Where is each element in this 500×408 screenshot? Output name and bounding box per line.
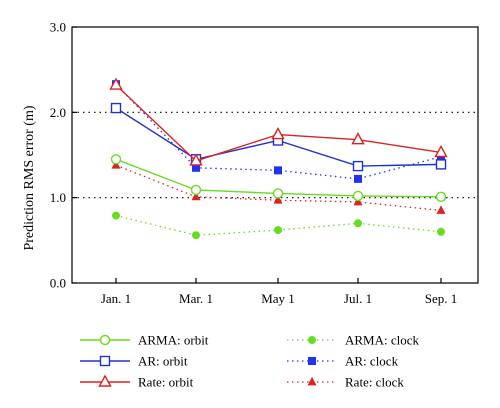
series-line-rate-clock (115, 164, 442, 212)
y-tick-label: 2.0 (50, 105, 66, 120)
plot-frame (71, 26, 479, 284)
y-tick-label: 0.0 (50, 276, 66, 291)
x-tick-label: Jan. 1 (101, 291, 131, 306)
y-tick-label: 1.0 (50, 190, 66, 205)
data-point-rate-orbit (271, 127, 285, 140)
data-point-ar-clock (274, 166, 282, 175)
legend-label: Rate: clock (345, 375, 404, 390)
grid (72, 111, 478, 199)
data-point-arma-orbit (190, 184, 202, 196)
legend-label: ARMA: orbit (138, 333, 209, 348)
y-tick-label: 3.0 (50, 20, 66, 35)
legend-label: ARMA: clock (345, 333, 420, 348)
data-point-ar-clock (192, 163, 200, 172)
legend-swatch-marker (308, 357, 316, 365)
legend-label: Rate: orbit (138, 375, 194, 390)
legend-item-rate-orbit: Rate: orbit (80, 375, 194, 390)
legend-swatch-marker (308, 336, 316, 344)
legend: ARMA: orbit AR: orbit Rate: orbit ARMA: clo… (80, 333, 420, 390)
data-point-rate-orbit (189, 153, 203, 166)
series-ar-orbit (110, 102, 447, 172)
series-arma-clock (112, 211, 445, 240)
legend-swatch-marker (307, 376, 317, 386)
data-point-arma-orbit (435, 191, 447, 203)
data-point-arma-orbit (272, 188, 284, 199)
data-point-ar-orbit (352, 160, 364, 172)
data-point-rate-orbit (351, 132, 365, 145)
legend-item-ar-orbit: AR: orbit (80, 354, 188, 369)
series-arma-orbit (110, 154, 447, 203)
legend-item-arma-orbit: ARMA: orbit (80, 333, 209, 348)
data-point-ar-orbit (110, 102, 122, 114)
legend-label: AR: orbit (138, 354, 188, 369)
series-line-rate-orbit (115, 84, 442, 162)
legend-label: AR: clock (345, 354, 399, 369)
data-point-ar-orbit (435, 159, 447, 170)
legend-swatch-marker (98, 374, 112, 387)
x-tick-label: May 1 (261, 291, 295, 306)
data-point-rate-orbit (434, 144, 448, 158)
legend-item-ar-clock: AR: clock (287, 354, 399, 369)
legend-swatch-marker (99, 334, 111, 346)
x-tick-label: Jul. 1 (344, 291, 372, 306)
data-point-ar-clock (354, 174, 362, 183)
data-point-arma-clock (354, 219, 362, 228)
data-point-arma-clock (192, 231, 200, 240)
data-point-rate-clock (273, 195, 283, 204)
series-rate-orbit (109, 77, 448, 166)
data-point-arma-clock (274, 226, 282, 235)
data-point-arma-clock (112, 211, 120, 220)
series (109, 77, 448, 240)
data-point-rate-clock (191, 191, 201, 201)
legend-item-rate-clock: Rate: clock (287, 375, 404, 390)
x-tick-label: Sep. 1 (425, 291, 458, 306)
x-tick-label: Mar. 1 (179, 291, 213, 306)
y-axis-title: Prediction RMS error (m) (22, 105, 37, 250)
data-point-arma-clock (437, 227, 445, 236)
legend-swatch-marker (99, 355, 111, 367)
axes: 0.0 1.0 2.0 3.0 Jan. 1 Mar. 1 May 1 Jul. 1 Sep. … (50, 20, 458, 307)
data-point-rate-orbit (109, 77, 123, 90)
legend-item-arma-clock: ARMA: clock (287, 333, 420, 348)
data-point-rate-clock (436, 205, 446, 214)
data-point-arma-orbit (110, 154, 122, 165)
data-point-arma-orbit (352, 190, 364, 202)
